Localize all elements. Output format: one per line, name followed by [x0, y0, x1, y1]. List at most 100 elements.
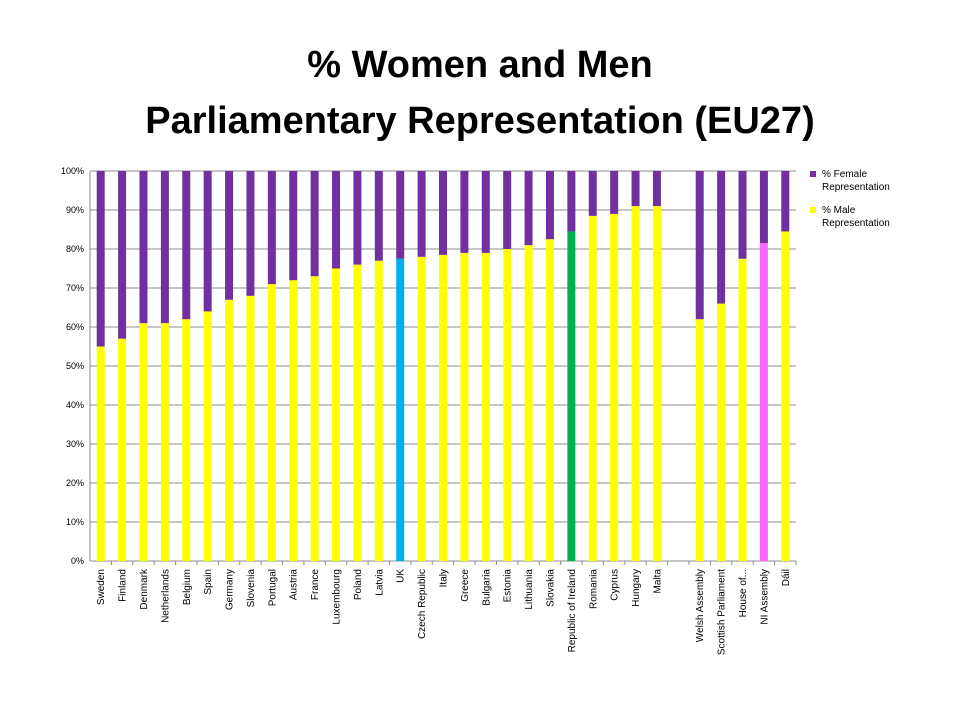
bar-female-austria: [289, 171, 298, 281]
x-tick-label: Luxembourg: [332, 569, 343, 625]
x-tick-label: Welsh Assembly: [695, 569, 706, 642]
x-tick-label: Sweden: [96, 569, 107, 605]
bar-male-slovakia: [545, 239, 554, 561]
x-tick-label: Dáil: [781, 569, 792, 586]
bar-male-denmark: [139, 323, 148, 561]
x-tick-label: Denmark: [139, 568, 150, 610]
x-tick-label: Austria: [289, 569, 300, 601]
bar-male-republic-of-ireland: [567, 231, 576, 561]
x-tick-label: Slovenia: [246, 569, 257, 608]
bar-female-slovenia: [246, 171, 255, 296]
y-tick-label: 80%: [66, 244, 84, 254]
bar-male-cyprus: [610, 213, 619, 561]
bar-male-estonia: [503, 249, 512, 561]
legend-label-male: % Male Representation: [822, 205, 890, 229]
x-tick-label: Slovakia: [545, 569, 556, 607]
x-tick-label: Finland: [118, 569, 129, 602]
bar-male-austria: [289, 280, 298, 561]
legend-item-male: % Male Representation: [810, 204, 922, 230]
bar-female-slovakia: [545, 171, 554, 240]
bar-female-greece: [460, 171, 469, 253]
bar-male-finland: [118, 338, 127, 561]
x-tick-label: Netherlands: [160, 569, 171, 623]
y-tick-label: 40%: [66, 400, 84, 410]
bar-female-estonia: [503, 171, 512, 249]
x-tick-label: House of...: [738, 569, 749, 617]
bar-male-france: [310, 276, 319, 561]
bar-male-portugal: [267, 284, 276, 561]
x-tick-label: Lithuania: [524, 569, 535, 610]
x-tick-label: Greece: [460, 569, 471, 602]
y-tick-label: 70%: [66, 283, 84, 293]
legend-swatch-male: [810, 207, 816, 213]
bar-male-ni-assembly: [759, 243, 768, 561]
bar-female-portugal: [267, 171, 276, 285]
y-tick-label: 0%: [71, 556, 84, 566]
x-tick-label: Germany: [225, 569, 236, 610]
bar-female-scottish-parliament: [717, 171, 726, 304]
bar-female-malta: [652, 171, 661, 207]
y-tick-label: 10%: [66, 517, 84, 527]
bar-male-welsh-assembly: [695, 319, 704, 561]
bar-male-luxembourg: [332, 268, 341, 561]
bar-male-italy: [439, 254, 447, 561]
bar-female-france: [310, 171, 319, 277]
bar-female-uk: [396, 171, 405, 259]
x-tick-label: NI Assembly: [759, 569, 770, 625]
bar-female-bulgaria: [481, 171, 490, 253]
y-tick-label: 50%: [66, 361, 84, 371]
bar-female-d-il: [781, 171, 790, 232]
bar-female-finland: [118, 171, 127, 339]
legend-swatch-female: [810, 171, 816, 177]
bar-female-republic-of-ireland: [567, 171, 576, 232]
x-tick-label: Poland: [353, 569, 364, 600]
bar-female-cyprus: [610, 171, 619, 214]
chart-title-line2: Parliamentary Representation (EU27): [145, 100, 815, 142]
bar-female-latvia: [374, 171, 383, 261]
bar-male-romania: [588, 215, 597, 561]
bar-female-denmark: [139, 171, 148, 324]
y-tick-label: 30%: [66, 439, 84, 449]
legend-item-female: % Female Representation: [810, 168, 922, 194]
bar-male-spain: [203, 311, 212, 561]
bar-female-netherlands: [160, 171, 169, 324]
bar-female-lithuania: [524, 171, 533, 246]
legend: % Female Representation % Male Represent…: [810, 168, 922, 240]
bar-male-greece: [460, 252, 469, 561]
bar-male-house-of-: [738, 258, 747, 561]
bar-male-scottish-parliament: [717, 303, 726, 561]
x-tick-label: Czech Republic: [417, 569, 428, 639]
bar-male-slovenia: [246, 295, 255, 561]
x-tick-label: Portugal: [267, 569, 278, 606]
x-tick-label: Spain: [203, 569, 214, 595]
bar-female-welsh-assembly: [695, 171, 704, 320]
bar-male-bulgaria: [481, 252, 490, 561]
x-tick-label: Hungary: [631, 569, 642, 607]
bar-female-hungary: [631, 171, 640, 207]
bar-male-latvia: [374, 260, 383, 561]
x-tick-label: Estonia: [503, 569, 514, 603]
bar-female-czech-republic: [417, 171, 426, 257]
bar-male-hungary: [631, 206, 640, 561]
x-tick-label: Scottish Parliament: [717, 569, 728, 655]
x-tick-label: Romania: [588, 569, 599, 609]
bar-female-italy: [439, 171, 447, 255]
bar-female-belgium: [182, 171, 191, 320]
x-tick-label: Cyprus: [610, 569, 621, 601]
bar-male-czech-republic: [417, 256, 426, 561]
bar-male-d-il: [781, 231, 790, 561]
y-tick-label: 90%: [66, 205, 84, 215]
bar-female-germany: [225, 171, 234, 300]
y-tick-label: 100%: [61, 166, 84, 176]
bar-female-poland: [353, 171, 362, 265]
bar-female-spain: [203, 171, 212, 312]
x-tick-label: France: [310, 569, 321, 601]
bar-male-netherlands: [160, 323, 169, 561]
bar-male-germany: [225, 299, 234, 561]
x-tick-label: Republic of Ireland: [567, 569, 578, 652]
bar-female-house-of-: [738, 171, 747, 259]
chart-title-line1: % Women and Men: [307, 44, 653, 86]
bar-male-poland: [353, 264, 362, 561]
bar-male-belgium: [182, 319, 191, 561]
